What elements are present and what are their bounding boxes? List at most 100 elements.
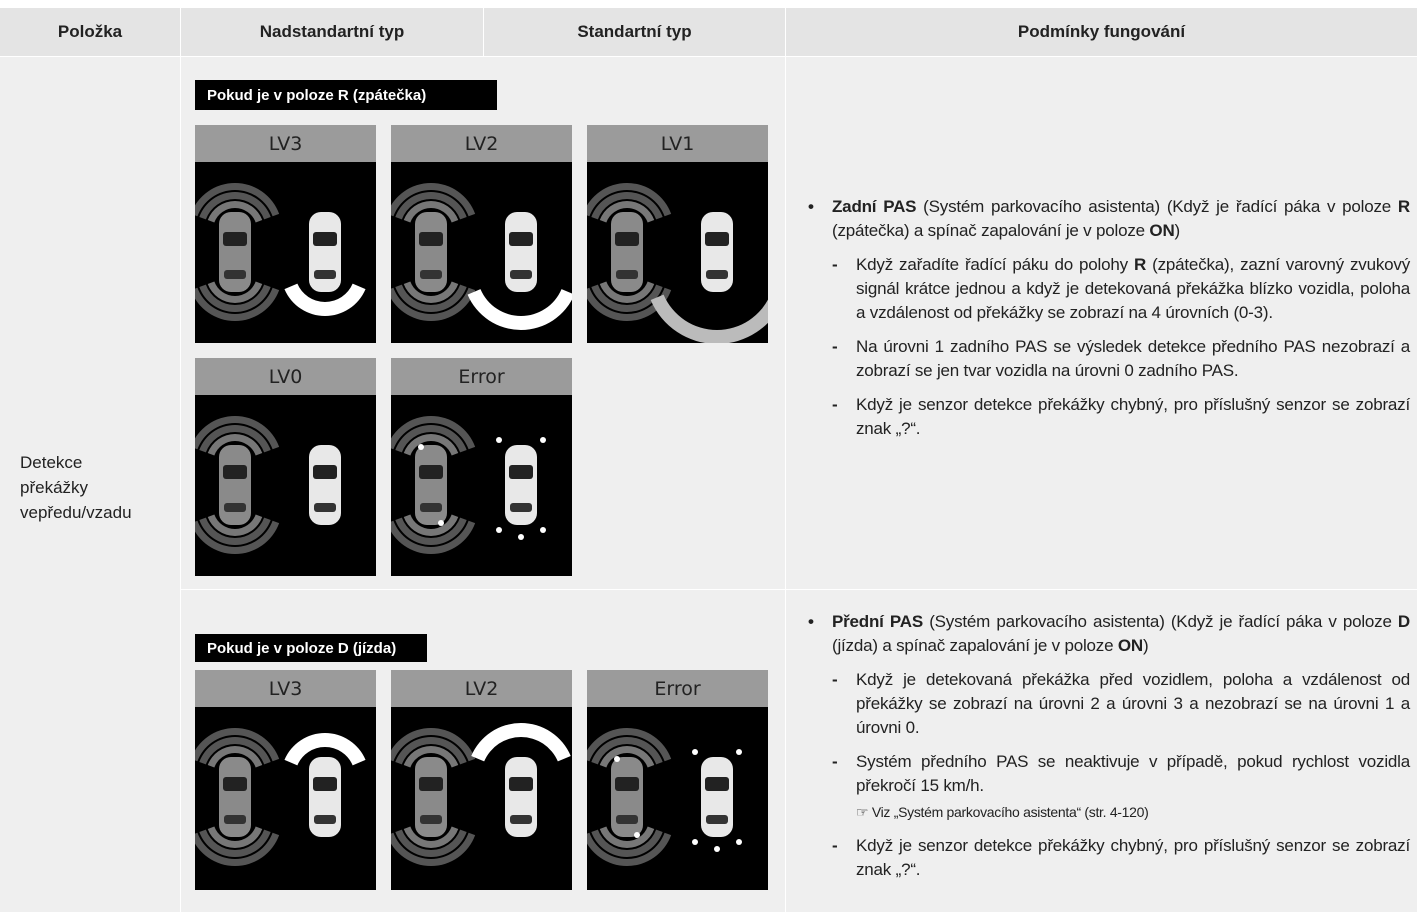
bold-text: D xyxy=(1397,612,1410,631)
car-window xyxy=(616,270,638,279)
bold-text: R xyxy=(1397,197,1410,216)
car-body xyxy=(309,757,341,837)
dash: - xyxy=(832,670,838,689)
car-body xyxy=(611,757,643,837)
panel-title: Error xyxy=(587,670,768,707)
panel-title: LV3 xyxy=(195,670,376,707)
sensor-arc xyxy=(199,192,271,220)
parking-graphic xyxy=(391,416,546,554)
car-body xyxy=(415,212,447,292)
bold-text: ON xyxy=(1149,221,1175,240)
sensor-arc xyxy=(587,183,672,217)
parking-graphic xyxy=(587,728,742,866)
sub-item: - Když je senzor detekce překážky chybný,… xyxy=(832,834,1410,882)
sub-item: - Když je senzor detekce překážky chybný,… xyxy=(832,393,1410,441)
sensor-arc xyxy=(284,733,366,766)
sensor-arc xyxy=(195,520,280,554)
sensor-arc xyxy=(391,416,476,450)
error-marker xyxy=(496,527,502,533)
sensor-arc xyxy=(207,826,263,848)
text: Když je detekovaná překážka před vozidle… xyxy=(856,670,1410,737)
car-window xyxy=(314,503,336,512)
display-panel: LV0 xyxy=(195,358,376,576)
sensor-arc xyxy=(395,192,467,220)
dash: - xyxy=(832,752,838,771)
bold-text: Přední PAS xyxy=(832,612,923,631)
car-window xyxy=(314,270,336,279)
car-window xyxy=(223,465,247,479)
error-marker xyxy=(692,839,698,845)
text: Když je senzor detekce překážky chybný, … xyxy=(856,395,1410,438)
display-panel: LV3 xyxy=(195,125,376,343)
sensor-arc xyxy=(650,294,768,343)
car-window xyxy=(224,270,246,279)
sensor-arc xyxy=(195,416,280,450)
mode-label: Pokud je v poloze D (jízda) xyxy=(195,634,427,662)
car-body xyxy=(611,212,643,292)
sub-item: - Na úrovni 1 zadního PAS se výsledek det… xyxy=(832,335,1410,383)
dash: - xyxy=(832,255,838,274)
sensor-arc xyxy=(403,201,459,223)
text: (jízda) a spínač zapalování je v poloze xyxy=(832,636,1118,655)
sensor-arc xyxy=(284,283,366,316)
car-window xyxy=(419,232,443,246)
sensor-arc xyxy=(599,746,655,768)
dash: - xyxy=(832,395,838,414)
error-marker xyxy=(496,437,502,443)
error-marker xyxy=(692,749,698,755)
display-panel: LV1 xyxy=(587,125,768,343)
sensor-arc xyxy=(207,514,263,536)
bold-text: Zadní PAS xyxy=(832,197,917,216)
error-marker xyxy=(540,437,546,443)
sensor-arc xyxy=(391,183,476,217)
text: (Systém parkovacího asistenta) (Když je … xyxy=(916,197,1398,216)
parking-graphic xyxy=(391,723,571,866)
sensor-arc xyxy=(599,826,655,848)
sensor-arc xyxy=(207,434,263,456)
sensor-arc xyxy=(591,192,663,220)
header-cell: Nadstandartní typ xyxy=(181,8,483,56)
sensor-arc xyxy=(591,737,663,765)
error-marker xyxy=(634,832,640,838)
sensor-arc xyxy=(587,832,672,866)
car-body xyxy=(309,212,341,292)
car-window xyxy=(224,815,246,824)
conditions: • Přední PAS (Systém parkovacího asistent… xyxy=(808,590,1410,912)
car-window xyxy=(313,777,337,791)
item-label: Detekce překážky vepředu/vzadu xyxy=(20,453,132,522)
car-window xyxy=(420,503,442,512)
conditions: • Zadní PAS (Systém parkovacího asistenta… xyxy=(808,57,1410,589)
text: Systém předního PAS se neaktivuje v příp… xyxy=(856,752,1410,795)
sensor-arc xyxy=(467,289,572,331)
car-window xyxy=(510,503,532,512)
parking-graphic xyxy=(195,728,366,866)
text: Když je senzor detekce překážky chybný, … xyxy=(856,836,1410,879)
car-window xyxy=(313,232,337,246)
sensor-arc xyxy=(391,832,476,866)
sensor-arc xyxy=(195,183,280,217)
car-body xyxy=(505,445,537,525)
car-body xyxy=(505,757,537,837)
parking-graphic xyxy=(195,416,341,554)
bold-text: ON xyxy=(1117,636,1143,655)
car-window xyxy=(314,815,336,824)
item-cell xyxy=(0,57,180,912)
car-body xyxy=(701,757,733,837)
sensor-arc xyxy=(591,829,663,857)
panel-title: Error xyxy=(391,358,572,395)
bullet: • xyxy=(808,197,814,216)
display-panel: Error xyxy=(587,670,768,890)
car-window xyxy=(510,815,532,824)
sub-item: - Systém předního PAS se neaktivuje v pří… xyxy=(832,750,1410,824)
sensor-arc xyxy=(395,284,467,312)
sensor-arc xyxy=(599,201,655,223)
sensor-arc xyxy=(395,425,467,453)
text: Na úrovni 1 zadního PAS se výsledek dete… xyxy=(856,337,1410,380)
text: Když zařadíte řadící páku do polohy xyxy=(856,255,1134,274)
bullet-item: • Zadní PAS (Systém parkovacího asistenta… xyxy=(808,195,1410,243)
display-panel: LV2 xyxy=(391,670,572,890)
car-window xyxy=(313,465,337,479)
sensor-arc xyxy=(395,517,467,545)
